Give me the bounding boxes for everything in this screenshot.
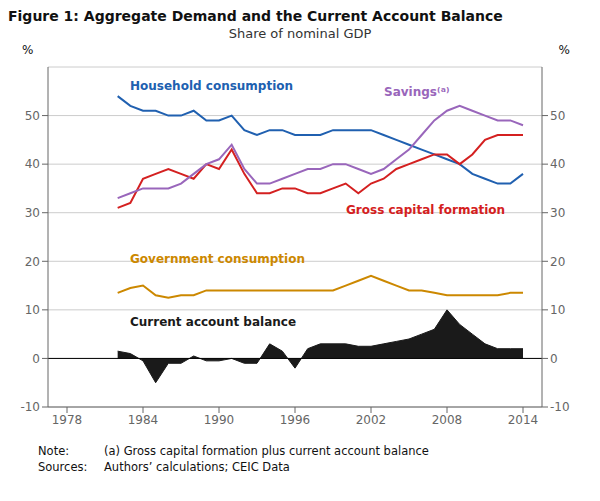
html-text:Gross capital formation: Gross capital formation [346,203,506,217]
svg-text:1978: 1978 [52,413,83,427]
svg-text:20: 20 [550,255,565,269]
svg-text:1984: 1984 [128,413,159,427]
svg-text:40: 40 [550,157,565,171]
svg-text:30: 30 [25,206,40,220]
html-text:Sources:: Sources: [38,460,88,474]
svg-text:50: 50 [25,109,40,123]
svg-text:-10: -10 [20,400,40,414]
html-text:(a) Gross capital formation pl: (a) Gross capital formation plus current… [104,444,429,458]
svg-text:2014: 2014 [508,413,539,427]
svg-text:1996: 1996 [280,413,311,427]
html-text:Authors’ calculations; CEIC Da: Authors’ calculations; CEIC Data [104,460,290,474]
html-text:Savings⁽ᵃ⁾: Savings⁽ᵃ⁾ [384,85,450,99]
html-text:Current account balance: Current account balance [130,315,296,329]
svg-text:10: 10 [25,303,40,317]
svg-text:10: 10 [550,303,565,317]
svg-text:30: 30 [550,206,565,220]
svg-text:-10: -10 [550,400,570,414]
svg-text:1990: 1990 [204,413,235,427]
svg-text:50: 50 [550,109,565,123]
svg-text:2002: 2002 [356,413,387,427]
html-text:Share of nominal GDP: Share of nominal GDP [228,26,372,41]
html-text:Government consumption: Government consumption [130,252,305,266]
svg-text:2008: 2008 [432,413,463,427]
html-text:Note:: Note: [38,444,70,458]
svg-text:0: 0 [32,352,40,366]
svg-text:0: 0 [550,352,558,366]
html-text:Figure 1: Aggregate Demand and: Figure 1: Aggregate Demand and the Curre… [8,8,503,24]
html-text:Household consumption: Household consumption [130,79,294,93]
svg-text:40: 40 [25,157,40,171]
svg-text:20: 20 [25,255,40,269]
